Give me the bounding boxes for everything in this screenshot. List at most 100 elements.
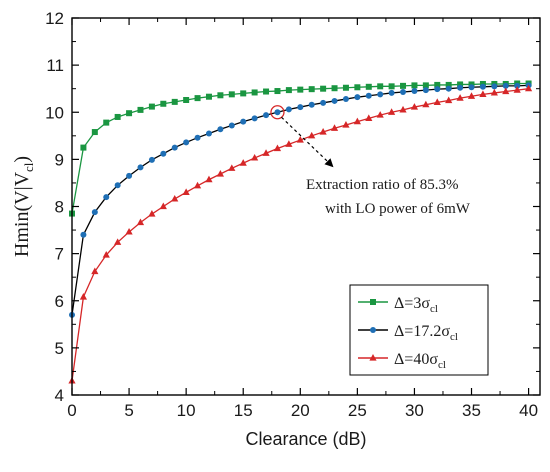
data-point	[114, 182, 121, 189]
legend-label-subscript: cl	[438, 359, 446, 371]
legend-label: Δ=40σcl	[394, 351, 446, 371]
data-point	[445, 85, 452, 92]
data-point	[194, 134, 201, 141]
data-point	[137, 106, 144, 113]
data-point	[285, 106, 292, 113]
y-tick-label: 4	[55, 386, 64, 405]
y-tick-label: 6	[55, 292, 64, 311]
data-point	[376, 111, 384, 118]
data-point	[217, 126, 224, 133]
data-point	[228, 164, 236, 171]
legend-item-1: Δ=17.2σcl	[358, 323, 458, 343]
data-point	[91, 267, 99, 275]
data-point	[297, 86, 304, 93]
data-point	[240, 118, 247, 125]
data-point	[479, 83, 486, 90]
series-line	[71, 82, 529, 214]
y-tick-label: 10	[45, 103, 64, 122]
legend-marker	[370, 327, 376, 333]
data-point	[183, 96, 190, 103]
data-point	[193, 181, 202, 189]
x-tick-label: 40	[519, 401, 538, 420]
data-point	[308, 86, 315, 93]
data-point	[377, 91, 384, 98]
legend-marker	[369, 354, 377, 361]
data-point	[228, 91, 235, 98]
data-point	[365, 92, 372, 99]
legend-label-main: Δ=40σ	[394, 351, 438, 368]
data-point	[217, 92, 224, 99]
data-point	[216, 169, 224, 177]
data-point	[365, 114, 373, 121]
series-2	[68, 84, 533, 384]
data-point	[353, 117, 361, 125]
legend-label: Δ=3σcl	[394, 295, 438, 315]
data-point	[388, 108, 396, 115]
data-point	[262, 149, 270, 156]
annotation-arrow	[281, 116, 330, 164]
data-point	[194, 95, 201, 102]
y-axis-title-main: Hmin(V|V	[11, 171, 33, 257]
data-point	[514, 82, 521, 89]
data-point	[205, 93, 212, 100]
y-axis-title: Hmin(V|Vcl)	[11, 156, 36, 257]
series-0	[69, 80, 532, 217]
data-point	[331, 97, 338, 104]
data-point	[102, 251, 110, 258]
y-tick-label: 12	[45, 9, 64, 28]
data-point	[502, 82, 509, 89]
data-point	[171, 98, 178, 105]
data-point	[80, 231, 87, 238]
data-point	[388, 83, 395, 90]
data-point	[136, 218, 145, 226]
data-point	[160, 100, 167, 107]
annotation-line-1: Extraction ratio of 85.3%	[306, 177, 458, 193]
data-point	[239, 159, 247, 166]
highlight-circle	[270, 105, 285, 120]
data-point	[377, 83, 384, 90]
data-point	[330, 124, 339, 131]
data-point	[160, 150, 167, 157]
data-point	[148, 210, 156, 217]
data-point	[205, 130, 212, 137]
data-point	[79, 292, 88, 300]
data-point	[91, 209, 98, 216]
data-point	[524, 84, 533, 92]
x-axis-title: Clearance (dB)	[245, 429, 366, 449]
data-point	[297, 104, 304, 111]
data-point	[319, 128, 327, 135]
data-point	[171, 194, 179, 202]
data-point	[103, 194, 110, 201]
data-point	[148, 156, 155, 163]
data-point	[274, 88, 281, 95]
x-tick-label: 0	[67, 401, 76, 420]
data-point	[159, 202, 167, 210]
data-point	[171, 144, 178, 151]
legend-marker	[370, 299, 376, 305]
data-point	[479, 90, 487, 97]
data-point	[433, 98, 441, 105]
data-point	[400, 88, 407, 95]
data-point	[91, 129, 98, 136]
data-point	[285, 87, 292, 94]
x-tick-label: 5	[124, 401, 133, 420]
y-tick-label: 9	[55, 150, 64, 169]
data-point	[342, 84, 349, 91]
data-point	[445, 81, 452, 88]
x-tick-label: 10	[177, 401, 196, 420]
y-tick-label: 11	[46, 56, 64, 75]
annotation: Extraction ratio of 85.3% with LO power o…	[270, 105, 471, 217]
data-point	[126, 172, 133, 179]
data-point	[491, 83, 498, 90]
data-point	[263, 88, 270, 95]
data-point	[308, 101, 315, 108]
x-tick-label: 25	[348, 401, 367, 420]
data-point	[285, 140, 293, 147]
data-point	[342, 120, 350, 128]
data-point	[251, 115, 258, 122]
x-tick-label: 15	[234, 401, 253, 420]
y-tick-label: 5	[55, 339, 64, 358]
data-point	[308, 131, 316, 139]
